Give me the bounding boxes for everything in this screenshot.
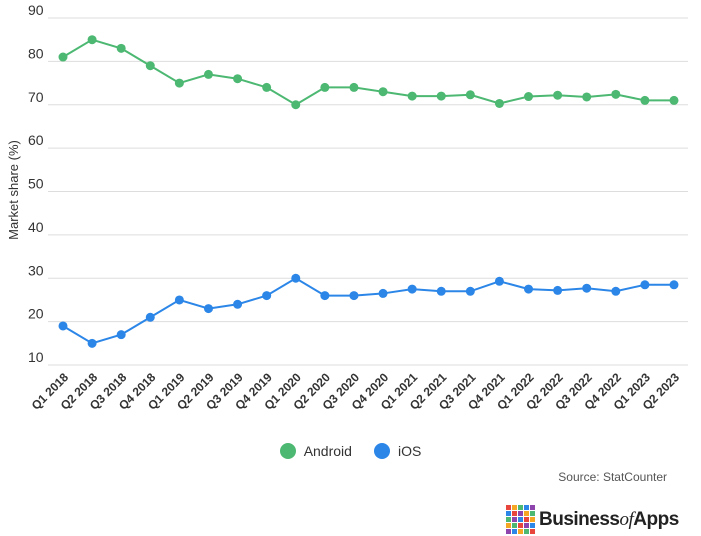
y-tick-label: 90 <box>28 2 44 18</box>
data-point-android[interactable] <box>262 82 272 92</box>
data-point-ios[interactable] <box>291 273 301 283</box>
brand-grid-cell <box>512 505 517 510</box>
y-tick-label: 70 <box>28 89 44 105</box>
series-ios <box>58 273 679 348</box>
data-point-android[interactable] <box>669 95 679 105</box>
data-point-android[interactable] <box>116 43 126 53</box>
data-point-android[interactable] <box>582 92 592 102</box>
brand-grid-cell <box>518 529 523 534</box>
legend-item-ios[interactable]: iOS <box>373 443 422 459</box>
data-point-android[interactable] <box>233 74 243 84</box>
data-point-ios[interactable] <box>611 286 621 296</box>
data-point-android[interactable] <box>378 87 388 97</box>
data-point-android[interactable] <box>640 95 650 105</box>
data-point-ios[interactable] <box>436 286 446 296</box>
data-point-android[interactable] <box>611 89 621 99</box>
y-tick-label: 80 <box>28 45 44 61</box>
brand-grid-cell <box>524 517 529 522</box>
data-point-android[interactable] <box>203 69 213 79</box>
data-point-ios[interactable] <box>58 321 68 331</box>
data-point-ios[interactable] <box>669 280 679 290</box>
data-point-android[interactable] <box>291 100 301 110</box>
data-point-ios[interactable] <box>174 295 184 305</box>
brand-grid-cell <box>524 523 529 528</box>
data-point-ios[interactable] <box>378 288 388 298</box>
series-lines <box>58 35 679 348</box>
y-tick-label: 50 <box>28 176 44 192</box>
brand-grid-cell <box>506 529 511 534</box>
y-tick-label: 30 <box>28 262 44 278</box>
data-point-android[interactable] <box>436 91 446 101</box>
brand-grid-cell <box>518 523 523 528</box>
data-point-ios[interactable] <box>640 280 650 290</box>
y-tick-label: 10 <box>28 349 44 365</box>
brand-grid-cell <box>512 529 517 534</box>
brand-logo: BusinessofApps <box>506 505 679 534</box>
data-point-android[interactable] <box>320 82 330 92</box>
legend-marker-android <box>279 443 296 459</box>
brand-grid-cell <box>512 517 517 522</box>
legend: Android iOS <box>0 443 701 459</box>
data-point-ios[interactable] <box>320 291 330 301</box>
brand-name: BusinessofApps <box>539 508 679 530</box>
brand-grid-cell <box>506 505 511 510</box>
data-point-ios[interactable] <box>233 299 243 309</box>
brand-grid-cell <box>518 517 523 522</box>
data-point-ios[interactable] <box>349 291 359 301</box>
brand-grid-cell <box>524 529 529 534</box>
gridlines <box>48 17 688 366</box>
legend-item-android[interactable]: Android <box>279 443 352 459</box>
series-android <box>58 35 679 110</box>
y-axis-label: Market share (%) <box>6 140 21 240</box>
data-point-android[interactable] <box>145 61 155 71</box>
data-point-android[interactable] <box>87 35 97 45</box>
data-point-android[interactable] <box>407 91 417 101</box>
brand-grid-cell <box>530 511 535 516</box>
brand-grid-cell <box>512 523 517 528</box>
data-point-ios[interactable] <box>407 284 417 294</box>
y-tick-label: 60 <box>28 132 44 148</box>
brand-grid-cell <box>524 511 529 516</box>
data-point-ios[interactable] <box>145 312 155 322</box>
brand-grid-cell <box>518 511 523 516</box>
data-point-ios[interactable] <box>87 338 97 348</box>
brand-grid-cell <box>530 529 535 534</box>
series-line-android <box>62 38 674 106</box>
brand-grid-cell <box>506 511 511 516</box>
brand-grid-cell <box>530 523 535 528</box>
brand-grid-cell <box>506 523 511 528</box>
data-point-ios[interactable] <box>203 304 213 314</box>
data-point-ios[interactable] <box>553 285 563 295</box>
data-point-android[interactable] <box>524 92 534 102</box>
brand-grid-cell <box>530 517 535 522</box>
legend-marker-ios <box>373 443 390 459</box>
brand-grid-cell <box>506 517 511 522</box>
data-point-ios[interactable] <box>494 276 504 286</box>
data-point-ios[interactable] <box>465 286 475 296</box>
data-point-android[interactable] <box>494 98 504 108</box>
brand-grid-cell <box>524 505 529 510</box>
data-point-android[interactable] <box>553 90 563 100</box>
data-point-ios[interactable] <box>582 283 592 293</box>
brand-grid-cell <box>530 505 535 510</box>
series-line-ios <box>62 277 674 345</box>
brand-grid-cell <box>518 505 523 510</box>
y-tick-label: 40 <box>28 219 44 235</box>
data-point-ios[interactable] <box>524 284 534 294</box>
y-tick-label: 20 <box>28 306 44 322</box>
legend-label-android: Android <box>303 443 352 459</box>
source-note: Source: StatCounter <box>558 470 667 484</box>
data-point-android[interactable] <box>349 82 359 92</box>
data-point-android[interactable] <box>465 90 475 100</box>
data-point-ios[interactable] <box>116 330 126 340</box>
data-point-ios[interactable] <box>262 291 272 301</box>
y-axis-ticks: 10 20 30 40 50 60 70 80 90 <box>28 2 44 365</box>
legend-label-ios: iOS <box>397 443 422 459</box>
data-point-android[interactable] <box>174 78 184 88</box>
brand-grid-cell <box>512 511 517 516</box>
data-point-android[interactable] <box>58 52 68 62</box>
brand-grid-icon <box>506 505 535 534</box>
